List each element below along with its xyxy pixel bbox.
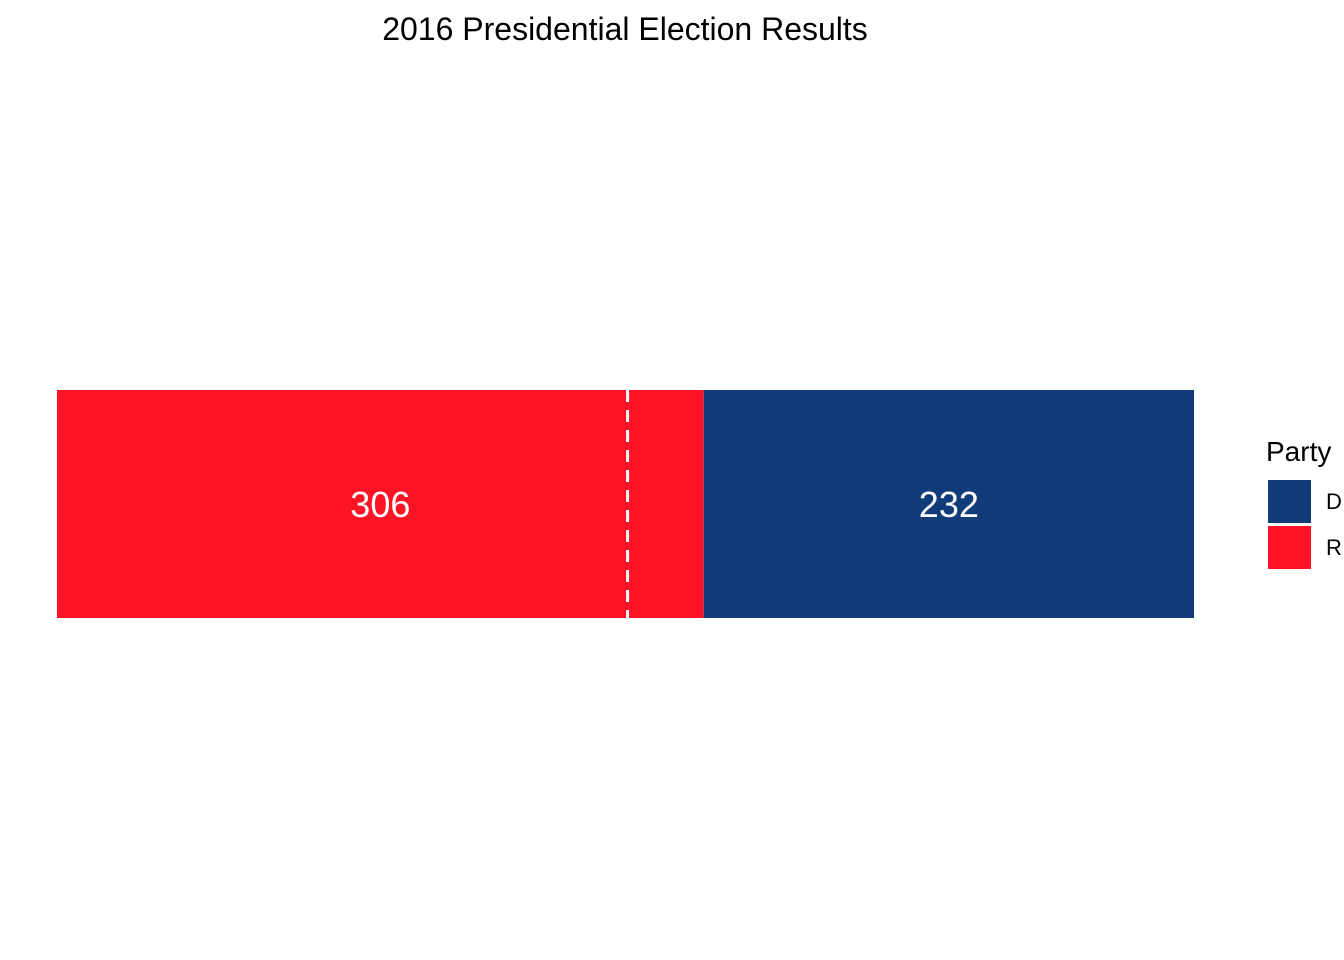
- legend-label-r: R: [1326, 535, 1342, 560]
- chart-title: 2016 Presidential Election Results: [382, 11, 868, 47]
- legend-items: DR: [1268, 480, 1342, 569]
- bar-segment-r: [57, 390, 704, 618]
- bar-value-label-d: 232: [919, 484, 979, 525]
- bar-labels: 306 232: [350, 484, 979, 525]
- legend-title: Party: [1266, 436, 1331, 467]
- legend-label-d: D: [1326, 489, 1342, 514]
- stacked-bar: [57, 390, 1194, 618]
- bar-segment-d: [703, 390, 1194, 618]
- legend-key-d: [1268, 480, 1311, 523]
- legend: Party DR: [1266, 436, 1342, 569]
- bar-value-label-r: 306: [350, 484, 410, 525]
- legend-key-r: [1268, 526, 1311, 569]
